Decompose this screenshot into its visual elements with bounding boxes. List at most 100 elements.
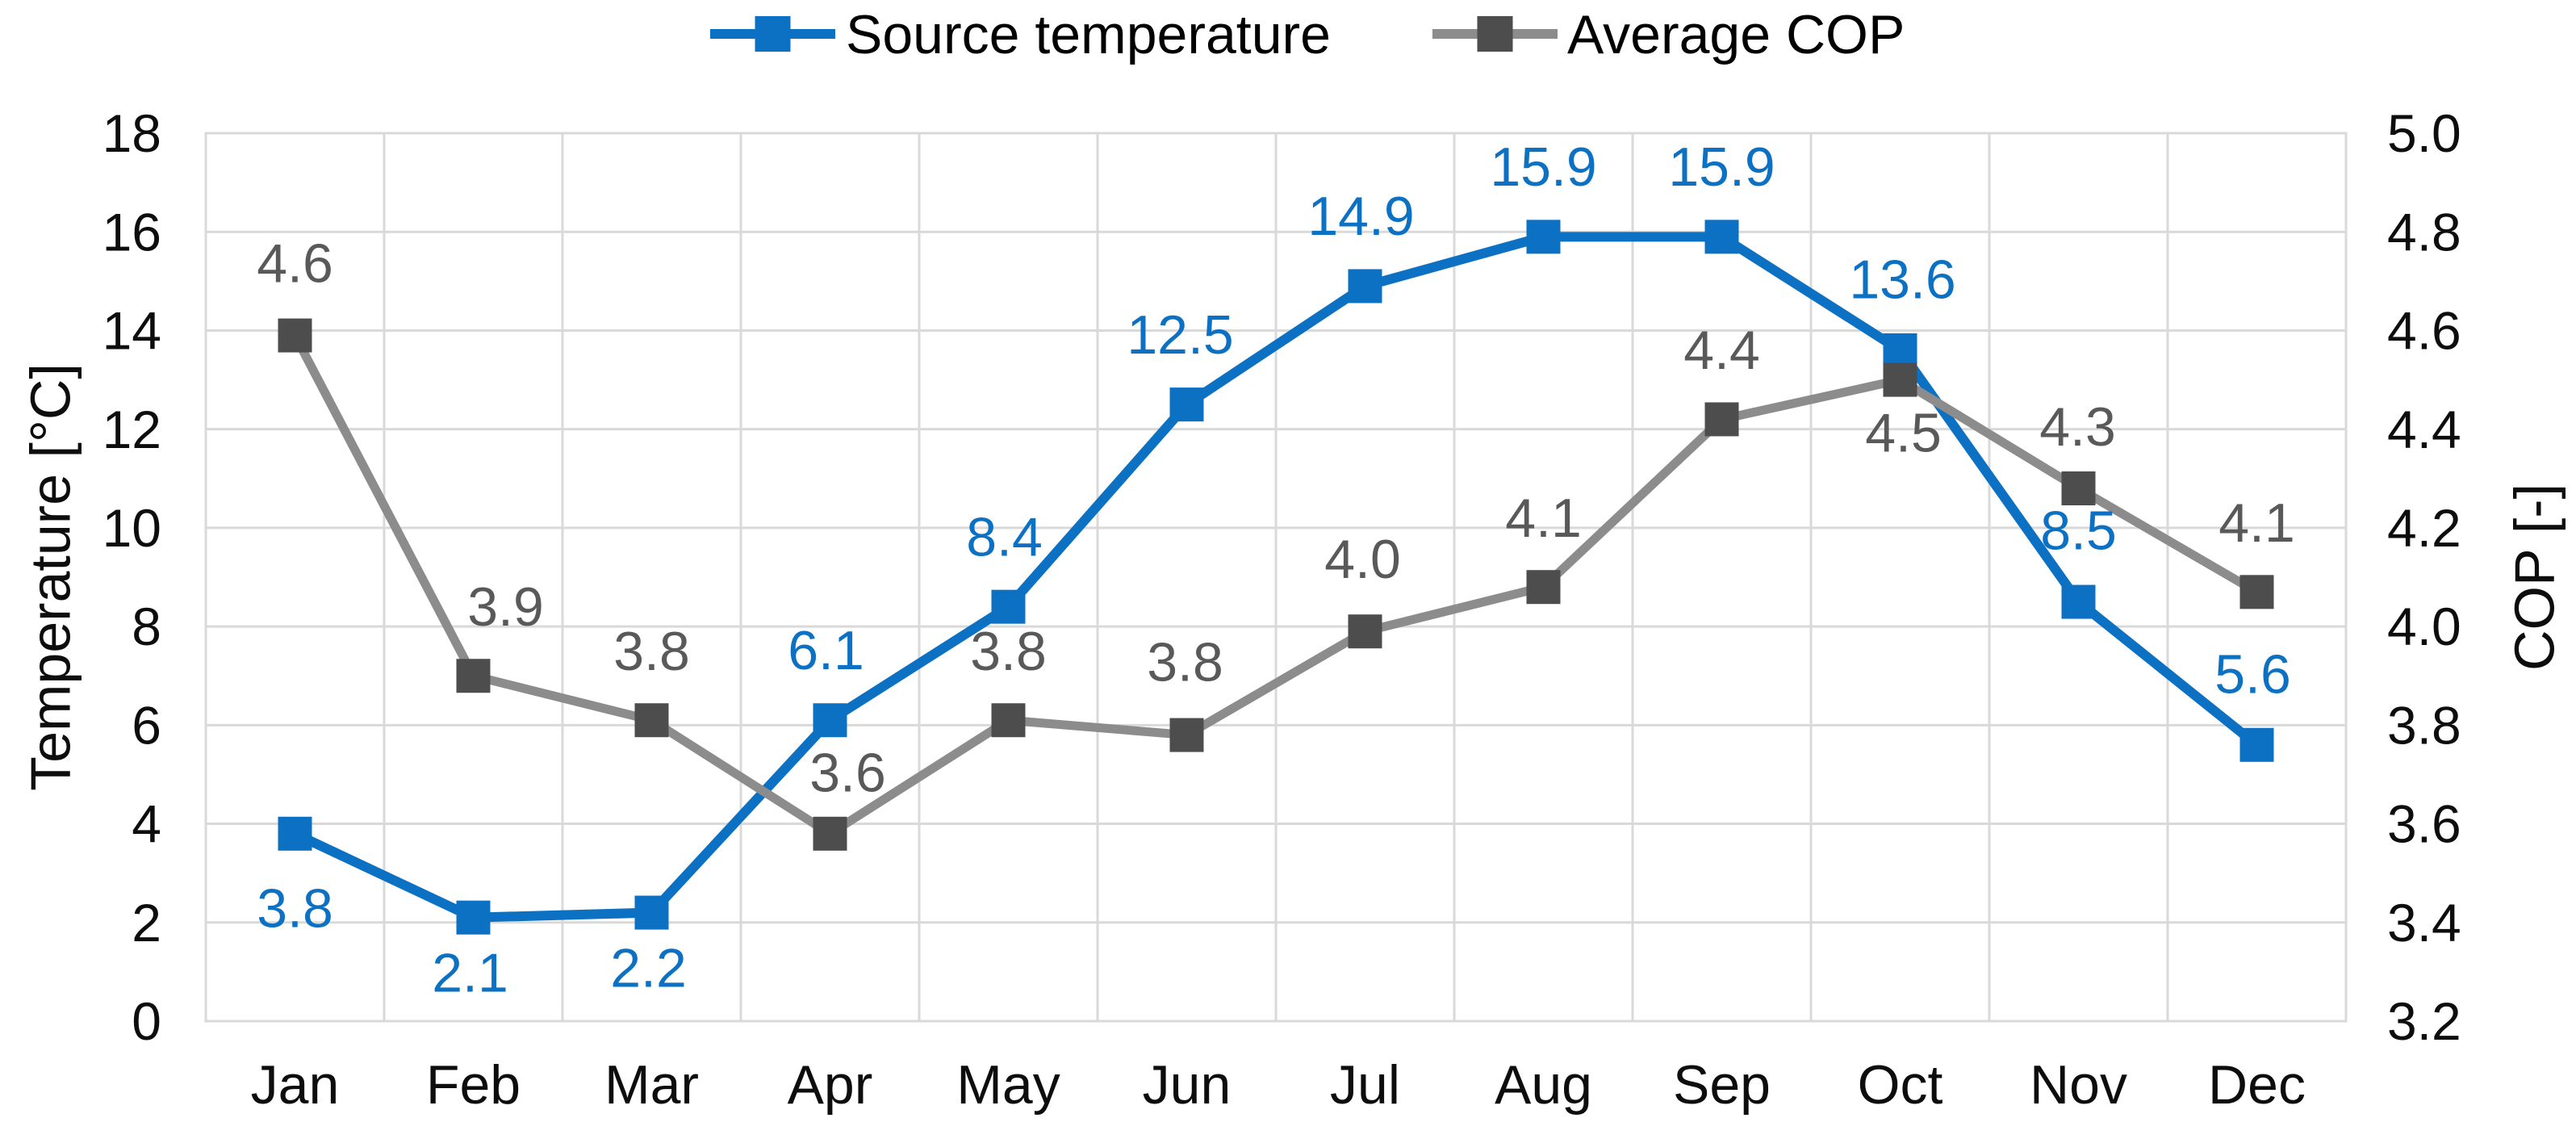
source-temperature-marker (991, 589, 1026, 624)
average-cop-value-label: 4.6 (257, 232, 333, 294)
average-cop-marker (2061, 471, 2096, 505)
right-axis-tick-label: 4.4 (2387, 400, 2461, 459)
source-temperature-value-label: 13.6 (1849, 249, 1955, 311)
source-temperature-marker (634, 895, 669, 930)
left-axis-title: Temperature [°C] (19, 363, 82, 791)
month-label: Aug (1495, 1054, 1592, 1116)
month-label: Oct (1858, 1054, 1943, 1116)
source-temperature-marker (2239, 727, 2274, 762)
source-temperature-value-label: 2.2 (610, 937, 687, 999)
average-cop-marker (634, 703, 669, 738)
month-label: Jan (251, 1054, 340, 1116)
average-cop-value-label: 4.1 (1505, 488, 1582, 549)
left-axis-tick-label: 18 (102, 103, 161, 163)
source-temperature-series (278, 220, 2274, 935)
month-label: Sep (1673, 1054, 1771, 1116)
source-temperature-marker (456, 900, 491, 935)
left-axis-tick-label: 2 (132, 893, 161, 953)
source-temperature-value-label: 6.1 (788, 620, 864, 681)
source-temperature-value-label: 15.9 (1668, 136, 1775, 198)
right-axis-tick-label: 4.8 (2387, 202, 2461, 262)
right-axis-tick-label: 3.6 (2387, 794, 2461, 854)
average-cop-value-label: 3.8 (970, 621, 1047, 682)
source-temperature-value-label: 2.1 (432, 942, 508, 1003)
average-cop-marker (1704, 402, 1739, 437)
average-cop-series (278, 318, 2274, 851)
legend-label-average-cop: Average COP (1567, 4, 1905, 65)
right-axis-tick-label: 3.4 (2387, 893, 2461, 953)
right-axis-tick-label: 3.8 (2387, 695, 2461, 755)
plot-border (204, 132, 2348, 1023)
legend-item-average-cop: Average COP (1432, 4, 1905, 65)
source-temperature-marker (2061, 584, 2096, 619)
average-cop-marker (1348, 614, 1382, 649)
source-temperature-marker (1348, 269, 1382, 304)
source-temperature-line (292, 232, 2260, 923)
month-label: Nov (2030, 1054, 2127, 1116)
source-temperature-marker (1169, 387, 1204, 422)
average-cop-value-label: 4.4 (1683, 320, 1760, 381)
average-cop-value-label: 3.9 (467, 576, 544, 638)
right-axis-tick-label: 4.6 (2387, 301, 2461, 361)
month-labels: Jan Feb Mar Apr May Jun Jul Aug Sep Oct Nov Dec (251, 1054, 2306, 1116)
average-cop-value-label: 4.0 (1324, 529, 1401, 590)
right-axis-title: COP [-] (2503, 484, 2566, 671)
source-temperature-value-label: 8.5 (2040, 500, 2117, 561)
left-axis-tick-label: 14 (102, 301, 161, 361)
average-cop-value-label: 4.1 (2218, 492, 2295, 554)
left-axis-tick-labels: 0 2 4 6 8 10 12 14 16 18 (102, 103, 161, 1051)
average-cop-marker (1169, 718, 1204, 752)
month-label: Dec (2208, 1054, 2306, 1116)
source-temperature-value-label: 15.9 (1490, 136, 1596, 198)
legend-item-source-temperature: Source temperature (710, 4, 1331, 65)
left-axis-tick-label: 12 (102, 400, 161, 459)
average-cop-value-label: 4.3 (2039, 396, 2116, 458)
average-cop-marker (1883, 362, 1917, 397)
legend: Source temperature Average COP (710, 4, 1905, 65)
left-axis-tick-label: 8 (132, 597, 161, 656)
average-cop-marker (1526, 570, 1561, 605)
source-temperature-marker (1704, 220, 1739, 254)
source-temperature-value-label: 3.8 (257, 878, 333, 940)
month-label: Jun (1143, 1054, 1232, 1116)
average-cop-value-label: 3.8 (613, 621, 690, 682)
legend-marker-source-temperature (755, 16, 791, 52)
month-label: Feb (426, 1054, 521, 1116)
left-axis-tick-label: 10 (102, 498, 161, 558)
left-axis-tick-label: 6 (132, 695, 161, 755)
source-temperature-value-label: 8.4 (966, 506, 1043, 567)
average-cop-value-labels: 4.6 3.9 3.8 3.6 3.8 3.8 4.0 4.1 4.4 4.5 4.3 4.1 (257, 232, 2295, 803)
month-label: Jul (1330, 1054, 1400, 1116)
month-label: May (956, 1054, 1060, 1116)
right-axis-tick-label: 4.2 (2387, 498, 2461, 558)
right-axis-tick-label: 5.0 (2387, 103, 2461, 163)
month-label: Apr (788, 1054, 873, 1116)
left-axis-tick-label: 0 (132, 991, 161, 1051)
average-cop-value-label: 4.5 (1865, 402, 1942, 463)
source-temperature-marker (278, 816, 312, 851)
source-temperature-value-label: 12.5 (1127, 304, 1233, 366)
month-label: Mar (604, 1054, 699, 1116)
legend-marker-average-cop (1477, 16, 1513, 52)
right-axis-tick-label: 3.2 (2387, 991, 2461, 1051)
source-temperature-marker (813, 703, 847, 738)
left-axis-tick-label: 4 (132, 794, 161, 854)
average-cop-marker (278, 318, 312, 353)
right-axis-tick-labels: 3.2 3.4 3.6 3.8 4.0 4.2 4.4 4.6 4.8 5.0 (2387, 103, 2461, 1051)
average-cop-marker (991, 703, 1026, 738)
legend-label-source-temperature: Source temperature (846, 4, 1331, 65)
average-cop-marker (456, 659, 491, 693)
source-temperature-value-label: 14.9 (1307, 186, 1414, 247)
average-cop-line (291, 333, 2260, 839)
average-cop-marker (2239, 575, 2274, 609)
average-cop-value-label: 3.6 (809, 743, 886, 804)
right-axis-tick-label: 4.0 (2387, 597, 2461, 656)
source-temperature-marker (1526, 220, 1561, 254)
source-temperature-value-labels: 3.8 2.1 2.2 6.1 8.4 12.5 14.9 15.9 15.9 13.6 8.5 5.… (257, 136, 2291, 1003)
average-cop-value-label: 3.8 (1147, 631, 1223, 693)
source-temperature-marker (1883, 333, 1917, 367)
left-axis-tick-label: 16 (102, 202, 161, 262)
